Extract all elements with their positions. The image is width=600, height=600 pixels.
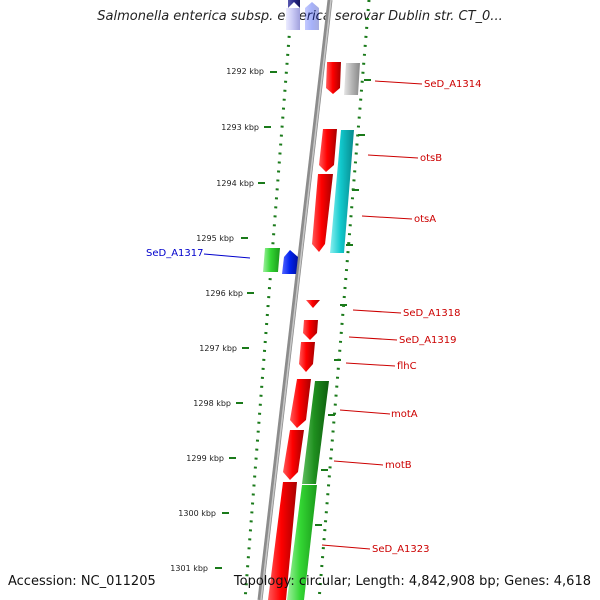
gene-red-flhc[interactable] bbox=[299, 342, 315, 372]
gene-red-sed-a1318[interactable] bbox=[306, 300, 320, 308]
kbp-label: 1293 kbp bbox=[221, 123, 259, 132]
right-ticks bbox=[315, 79, 371, 526]
kbp-scale: 1292 kbp 1293 kbp 1294 kbp 1295 kbp 1296… bbox=[170, 67, 277, 573]
gene-blue-top[interactable] bbox=[305, 2, 319, 30]
gene-label-sed-a1323[interactable]: SeD_A1323 bbox=[372, 544, 430, 555]
gene-red-sed-a1314[interactable] bbox=[326, 62, 341, 94]
label-leaders bbox=[203, 80, 423, 550]
accession-text: Accession: NC_011205 bbox=[8, 574, 156, 589]
gene-label-sed-a1314[interactable]: SeD_A1314 bbox=[424, 79, 482, 90]
gene-label-motb[interactable]: motB bbox=[385, 460, 412, 471]
kbp-label: 1301 kbp bbox=[170, 564, 208, 573]
gene-red-sed-a1323[interactable] bbox=[268, 482, 297, 600]
gene-green-dark[interactable] bbox=[302, 381, 329, 484]
gene-label-mota[interactable]: motA bbox=[391, 409, 418, 420]
left-dotted-border bbox=[243, 0, 294, 600]
kbp-label: 1295 kbp bbox=[196, 234, 234, 243]
topology-text: Topology: circular; Length: 4,842,908 bp… bbox=[233, 574, 591, 589]
kbp-label: 1297 kbp bbox=[199, 344, 237, 353]
gene-red-mota[interactable] bbox=[290, 379, 311, 428]
gene-label-sed-a1319[interactable]: SeD_A1319 bbox=[399, 335, 457, 346]
kbp-label: 1294 kbp bbox=[216, 179, 254, 188]
gene-green-sed-a1317[interactable] bbox=[263, 248, 280, 272]
gene-cyan[interactable] bbox=[330, 130, 354, 253]
gene-label-otsb[interactable]: otsB bbox=[420, 153, 442, 164]
genome-backbone bbox=[257, 0, 333, 600]
kbp-label: 1298 kbp bbox=[193, 399, 231, 408]
gene-red-otsa[interactable] bbox=[312, 174, 333, 252]
gene-blue-sed-a1317[interactable] bbox=[282, 250, 298, 274]
gene-navy[interactable] bbox=[288, 0, 300, 8]
right-dotted-border bbox=[317, 0, 371, 600]
gene-label-sed-a1317[interactable]: SeD_A1317 bbox=[146, 248, 204, 259]
gene-red-motb[interactable] bbox=[283, 430, 304, 480]
gene-red-sed-a1319[interactable] bbox=[303, 320, 318, 340]
gene-label-flhc[interactable]: flhC bbox=[397, 361, 417, 372]
gene-label-otsa[interactable]: otsA bbox=[414, 214, 436, 225]
gene-label-sed-a1318[interactable]: SeD_A1318 bbox=[403, 308, 461, 319]
genome-backbone-highlight bbox=[260, 0, 332, 600]
gene-red-otsb[interactable] bbox=[319, 129, 337, 172]
gene-gray[interactable] bbox=[344, 63, 360, 95]
kbp-label: 1296 kbp bbox=[205, 289, 243, 298]
kbp-label: 1299 kbp bbox=[186, 454, 224, 463]
kbp-label: 1292 kbp bbox=[226, 67, 264, 76]
kbp-label: 1300 kbp bbox=[178, 509, 216, 518]
gene-green-light-bottom[interactable] bbox=[287, 485, 317, 600]
gene-lavender-left[interactable] bbox=[286, 8, 300, 30]
